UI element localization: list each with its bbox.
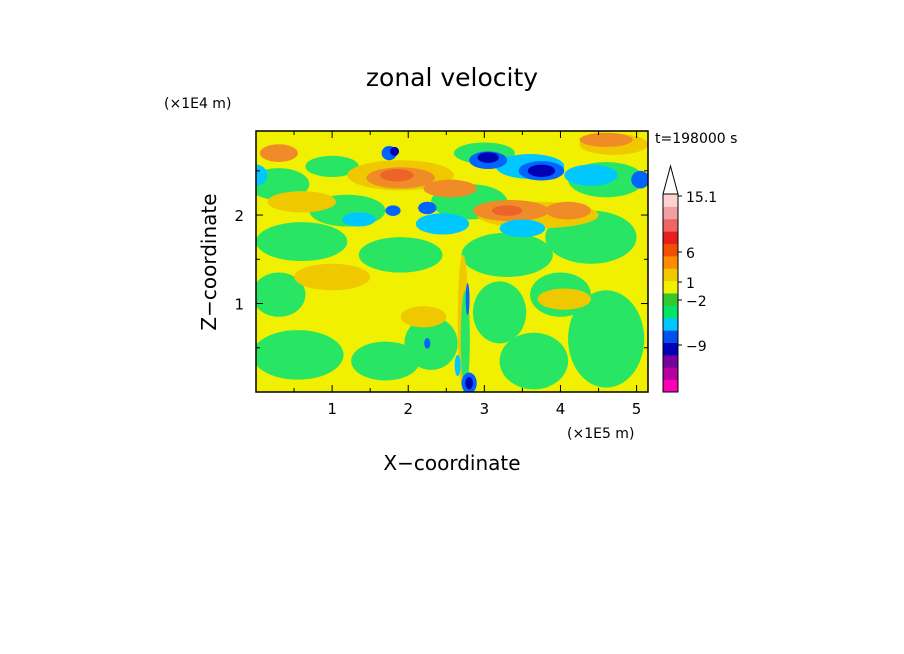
colorbar-label: 6 [686, 246, 695, 262]
colorbar-swatch [663, 280, 678, 294]
x-tick-label: 5 [632, 400, 642, 418]
field-contour [400, 306, 447, 328]
colorbar-swatch [663, 379, 678, 393]
y-axis-label: Z−coordinate [197, 193, 221, 330]
field-contour [267, 191, 336, 213]
field-contour [537, 288, 591, 310]
field-contour [499, 219, 546, 238]
field-contour [305, 155, 359, 178]
colorbar-swatch [663, 218, 678, 232]
colorbar-frame [662, 193, 679, 393]
field-contour [499, 332, 569, 390]
y-tick-label: 2 [234, 207, 244, 225]
x-tick-label: 4 [556, 400, 566, 418]
y-scale-label: (×1E4 m) [164, 96, 231, 112]
x-tick-label: 1 [327, 400, 337, 418]
field-contour [564, 164, 618, 186]
colorbar-label: 1 [686, 276, 695, 292]
field-contour [454, 354, 461, 377]
field-contour [380, 169, 414, 182]
colorbar-labels: 15.1 6 1 −2 −9 [686, 190, 717, 355]
field-contour [472, 281, 527, 344]
field-contour [351, 341, 420, 381]
field-contour [527, 164, 556, 178]
field-contour [423, 179, 477, 198]
field-contour [461, 232, 553, 277]
field-contour [415, 213, 470, 235]
field-contour [631, 170, 648, 189]
field-contour [256, 164, 268, 186]
field-contour [256, 272, 306, 317]
field-contour [256, 330, 344, 380]
time-label: t=198000 s [655, 131, 737, 147]
colorbar-swatch [663, 194, 678, 207]
field-contour [385, 205, 401, 216]
field-contour [477, 152, 499, 163]
colorbar-swatch [663, 243, 678, 257]
field-contour [491, 205, 523, 216]
field-contour [465, 283, 470, 316]
y-axis-ticks: 12 [234, 170, 648, 349]
velocity-field [256, 131, 648, 392]
colorbar-swatch [663, 342, 678, 356]
colorbar-label: 15.1 [686, 190, 717, 206]
field-contour [259, 144, 298, 162]
colorbar [662, 164, 679, 393]
field-contour [358, 237, 443, 273]
colorbar-swatch [663, 317, 678, 331]
y-tick-label: 1 [234, 296, 244, 314]
x-axis-label: X−coordinate [383, 451, 520, 475]
field-contour [568, 290, 645, 388]
field-contour [545, 201, 591, 220]
field-contour [465, 376, 473, 390]
chart-title: zonal velocity [366, 63, 538, 92]
colorbar-swatch [663, 354, 678, 368]
field-contour [294, 263, 371, 291]
field-contour [404, 316, 458, 370]
x-tick-label: 2 [403, 400, 413, 418]
colorbar-label: −2 [686, 294, 707, 310]
field-contour [256, 222, 348, 262]
field-contour [579, 132, 633, 147]
x-tick-label: 3 [480, 400, 490, 418]
colorbar-ticks [678, 195, 682, 346]
colorbar-swatch [663, 330, 678, 343]
colorbar-swatch [663, 367, 678, 381]
field-contour [424, 338, 431, 349]
plot-frame [255, 130, 649, 393]
field-contour [389, 146, 400, 156]
colorbar-extension-arrow [662, 164, 679, 195]
field-contour [342, 212, 376, 227]
colorbar-swatch [663, 305, 678, 319]
colorbar-swatch [663, 206, 678, 220]
colorbar-swatch [663, 268, 678, 282]
colorbar-swatch [663, 231, 678, 244]
colorbar-swatch [663, 293, 678, 306]
colorbar-label: −9 [686, 339, 707, 355]
x-scale-label: (×1E5 m) [567, 426, 634, 442]
field-contour [418, 201, 437, 215]
x-axis-ticks: 1 2 3 4 5 [293, 131, 642, 418]
colorbar-swatch [663, 255, 678, 269]
